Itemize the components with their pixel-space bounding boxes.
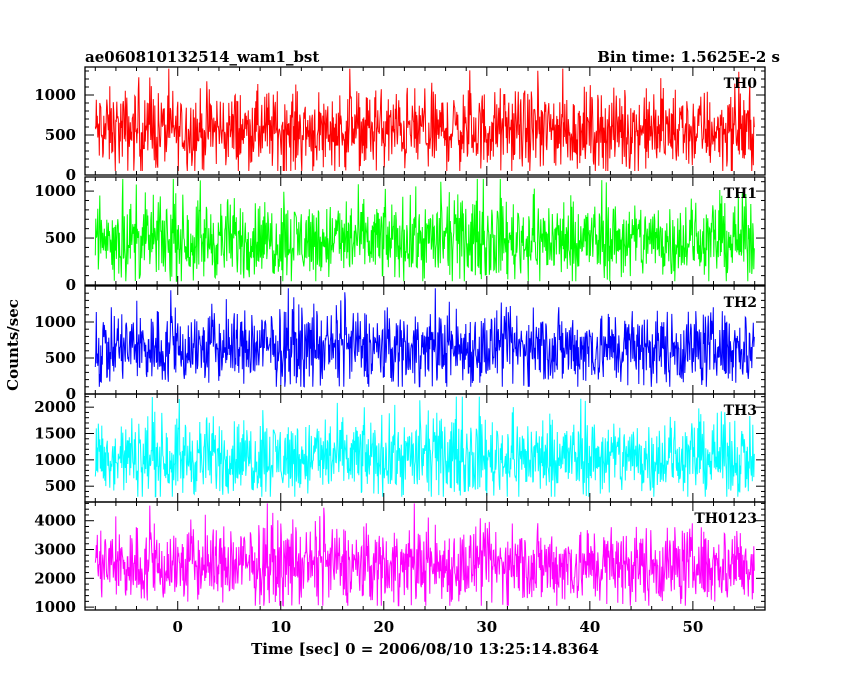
x-tick-label: 40	[579, 618, 600, 636]
x-axis: 0 10 20 30 40 50	[173, 618, 704, 636]
panel-label-th1: TH1	[724, 186, 757, 202]
y-tick-label: 1000	[34, 598, 76, 616]
series-line-th0	[94, 68, 755, 172]
x-tick-label: 50	[682, 618, 703, 636]
panel-label-th2: TH2	[724, 295, 757, 311]
y-axis-title: Counts/sec	[4, 299, 22, 391]
panel-label-th3: TH3	[724, 403, 757, 419]
y-tick-label: 500	[45, 126, 76, 144]
x-tick-label: 10	[270, 618, 291, 636]
panel-label-th0123: TH0123	[694, 511, 757, 527]
x-axis-title: Time [sec] 0 = 2006/08/10 13:25:14.8364	[251, 640, 599, 658]
series-line-th0123	[94, 503, 755, 607]
y-tick-label: 0	[66, 276, 76, 294]
panel-th1: 0 500 1000 TH1	[34, 176, 766, 294]
y-tick-label: 1000	[34, 313, 76, 331]
y-tick-label: 0	[66, 385, 76, 403]
y-tick-label: 500	[45, 477, 76, 495]
y-tick-label: 500	[45, 229, 76, 247]
x-tick-label: 20	[373, 618, 394, 636]
panels-group: 0 500 1000 TH0 0 500 1000 TH1 0 500 1000 TH2 500 1000…	[34, 66, 766, 616]
series-line-th3	[94, 396, 755, 498]
panel-label-th0: TH0	[724, 76, 758, 92]
y-tick-label: 500	[45, 349, 76, 367]
panel-th0123: 1000 2000 3000 4000 TH0123	[34, 501, 766, 616]
y-tick-label: 1000	[34, 86, 76, 104]
y-tick-label: 3000	[34, 541, 76, 559]
x-tick-label: 0	[173, 618, 183, 636]
y-tick-label: 1000	[34, 451, 76, 469]
bin-time-label: Bin time: 1.5625E-2 s	[597, 48, 780, 66]
panel-th0: 0 500 1000 TH0	[34, 66, 766, 184]
y-tick-label: 0	[66, 166, 76, 184]
y-tick-label: 2000	[34, 398, 76, 416]
series-line-th2	[94, 288, 755, 388]
y-tick-label: 4000	[34, 512, 76, 530]
panel-th2: 0 500 1000 TH2	[34, 285, 766, 403]
x-tick-label: 30	[476, 618, 497, 636]
plot-title: ae060810132514_wam1_bst	[85, 48, 319, 66]
panel-th3: 500 1000 1500 2000 TH3	[34, 393, 766, 503]
y-tick-label: 1000	[34, 182, 76, 200]
y-tick-label: 2000	[34, 569, 76, 587]
y-tick-label: 1500	[34, 425, 76, 443]
series-line-th1	[94, 178, 755, 282]
